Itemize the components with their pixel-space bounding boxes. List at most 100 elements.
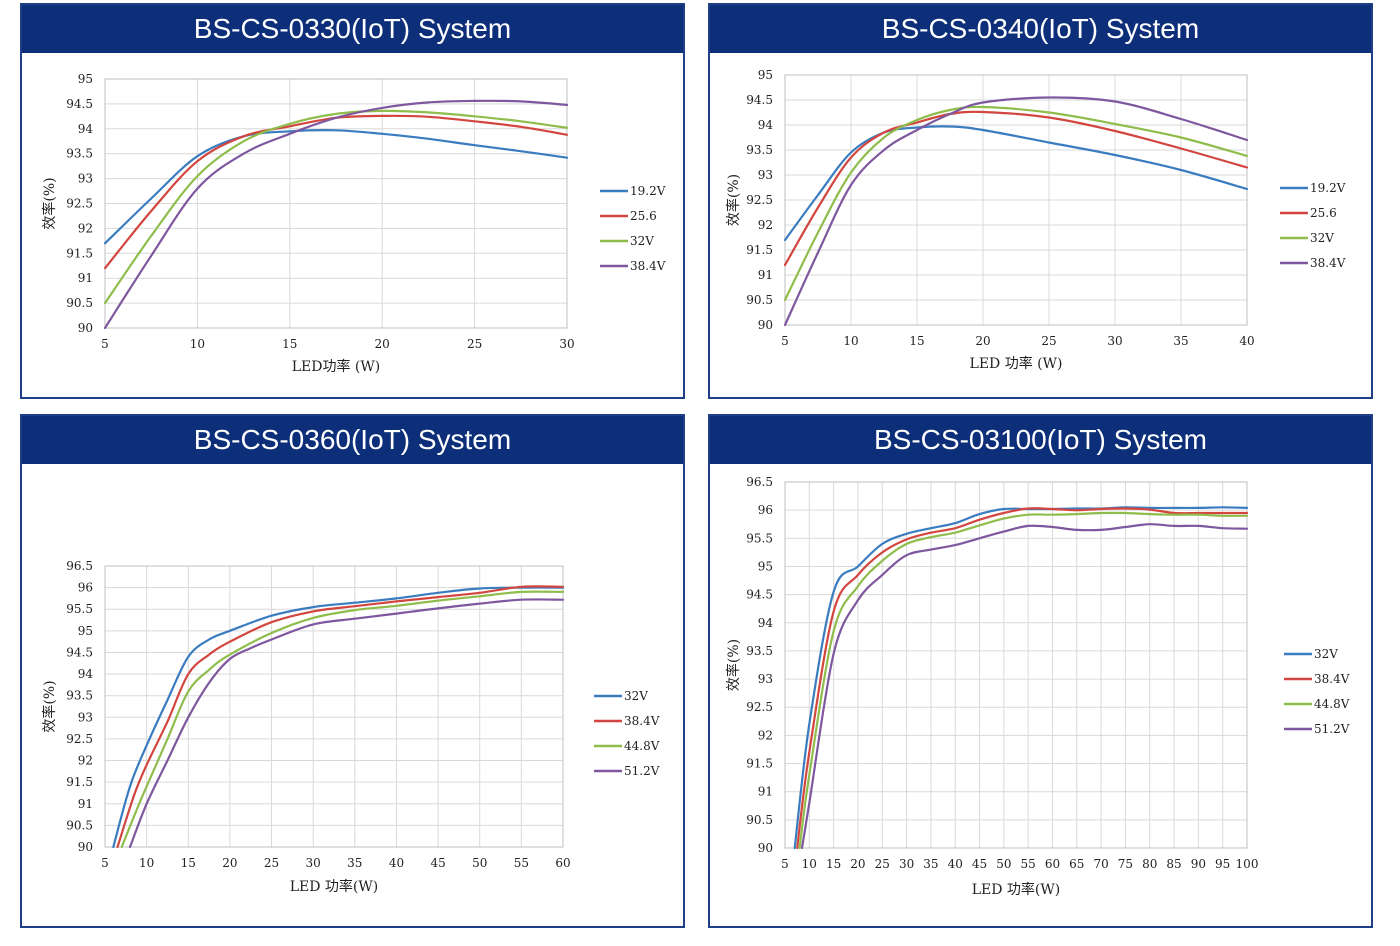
x-tick-label: 80	[1142, 857, 1157, 871]
y-tick-label: 94	[78, 122, 94, 136]
y-tick-label: 90.5	[746, 813, 773, 827]
chart-title-0360: BS-CS-0360(IoT) System	[22, 416, 683, 464]
y-tick-label: 93.5	[66, 147, 93, 161]
y-tick-label: 94.5	[746, 93, 773, 107]
plot-area	[784, 481, 1248, 849]
x-tick-label: 20	[222, 856, 237, 870]
x-tick-label: 35	[347, 856, 362, 870]
x-tick-label: 65	[1069, 857, 1084, 871]
y-tick-label: 91.5	[746, 243, 773, 257]
y-tick-label: 94	[78, 667, 94, 681]
x-tick-label: 20	[850, 857, 865, 871]
y-tick-label: 90	[78, 321, 93, 335]
legend-label: 32V	[630, 234, 654, 248]
chart-panel-0340: BS-CS-0340(IoT) System 5 10 15 20 25 30 35 40 90…	[708, 3, 1373, 399]
series-line-32V	[783, 105, 1249, 302]
legend-label: 51.2V	[1314, 722, 1350, 736]
x-tick-label: 15	[826, 857, 841, 871]
y-tick-label: 95	[78, 72, 93, 86]
series-line-32V	[793, 506, 1249, 850]
series-line-44.8V	[798, 511, 1249, 850]
y-axis-label: 效率(%)	[725, 639, 742, 691]
y-axis-label: 效率(%)	[41, 177, 58, 229]
x-tick-label: 40	[1239, 334, 1254, 348]
x-tick-label: 30	[1107, 334, 1122, 348]
y-tick-label: 91	[758, 785, 773, 799]
series-line-51.2V	[128, 598, 565, 849]
x-tick-label: 5	[101, 856, 109, 870]
x-tick-label: 10	[190, 337, 205, 351]
x-tick-label: 15	[282, 337, 297, 351]
x-tick-label: 70	[1093, 857, 1108, 871]
legend-label: 38.4V	[624, 714, 660, 728]
chart-panel-0330: BS-CS-0330(IoT) System 5 10 15 20 25 30 90 90.5…	[20, 3, 685, 399]
x-tick-label: 45	[430, 856, 445, 870]
y-tick-label: 95.5	[66, 602, 93, 616]
chart-0330: 5 10 15 20 25 30 90 90.5 91 91.5 92 92.5 93 93.5 94 94.…	[41, 72, 666, 375]
y-tick-label: 96.5	[66, 559, 93, 573]
x-tick-label: 30	[559, 337, 574, 351]
x-tick-label: 10	[802, 857, 817, 871]
series-line-44.8V	[120, 590, 565, 849]
x-tick-label: 20	[975, 334, 990, 348]
x-tick-label: 25	[1041, 334, 1056, 348]
y-tick-label: 91.5	[66, 775, 93, 789]
x-tick-label: 90	[1191, 857, 1206, 871]
series-line-32V	[103, 109, 569, 305]
y-tick-label: 93.5	[746, 644, 773, 658]
chart-03100: 5 10 15 20 25 30 35 40 45 50 55 60 65 70 75 80 85 90 95 100…	[725, 475, 1350, 898]
x-tick-label: 35	[1173, 334, 1188, 348]
x-tick-label: 95	[1215, 857, 1230, 871]
series-line-19.2V	[783, 125, 1249, 242]
chart-panel-0360: BS-CS-0360(IoT) System 5 10 15 20 25 30 35 40 45…	[20, 414, 685, 928]
y-tick-label: 90	[78, 840, 93, 854]
series-line-38.4V	[103, 99, 569, 330]
legend-label: 38.4V	[1310, 256, 1346, 270]
y-tick-label: 95	[758, 559, 773, 573]
y-tick-label: 93	[78, 710, 93, 724]
y-tick-label: 92	[78, 221, 93, 235]
legend-label: 25.6	[1310, 206, 1337, 220]
legend-label: 32V	[1310, 231, 1334, 245]
y-tick-label: 92	[78, 754, 93, 768]
series-line-32V	[112, 586, 565, 849]
y-tick-label: 93	[758, 168, 773, 182]
x-tick-label: 100	[1236, 857, 1259, 871]
y-tick-label: 96	[758, 503, 773, 517]
x-tick-label: 75	[1118, 857, 1133, 871]
x-axis-label: LED 功率(W)	[290, 878, 379, 895]
plot-area	[104, 78, 568, 329]
x-tick-label: 10	[139, 856, 154, 870]
y-tick-label: 96	[78, 581, 93, 595]
chart-title-0340: BS-CS-0340(IoT) System	[710, 5, 1371, 53]
y-tick-label: 95	[78, 624, 93, 638]
y-tick-label: 94.5	[66, 97, 93, 111]
series-line-38.4V	[783, 96, 1249, 327]
chart-0360: 5 10 15 20 25 30 35 40 45 50 55 60 90 90.5 91 91.5 92 92.…	[41, 559, 660, 895]
legend-label: 38.4V	[630, 259, 666, 273]
legend-label: 19.2V	[630, 184, 666, 198]
y-tick-label: 93	[758, 672, 773, 686]
plot-area	[784, 74, 1248, 326]
x-tick-label: 15	[181, 856, 196, 870]
y-tick-label: 92.5	[746, 193, 773, 207]
y-tick-label: 91	[78, 271, 93, 285]
series-line-51.2V	[800, 523, 1249, 850]
series-line-38.4V	[116, 585, 565, 849]
x-tick-label: 5	[101, 337, 109, 351]
legend-label: 25.6	[630, 209, 657, 223]
y-tick-label: 90	[758, 318, 773, 332]
y-tick-label: 91.5	[746, 757, 773, 771]
x-tick-label: 50	[996, 857, 1011, 871]
y-tick-label: 94	[758, 118, 774, 132]
legend-label: 32V	[1314, 647, 1338, 661]
x-axis-label: LED功率 (W)	[292, 358, 381, 375]
legend-label: 44.8V	[624, 739, 660, 753]
x-tick-label: 55	[1021, 857, 1036, 871]
y-tick-label: 92.5	[66, 197, 93, 211]
x-tick-label: 30	[306, 856, 321, 870]
x-tick-label: 5	[781, 857, 789, 871]
legend-label: 44.8V	[1314, 697, 1350, 711]
y-tick-label: 91	[78, 797, 93, 811]
x-tick-label: 45	[972, 857, 987, 871]
